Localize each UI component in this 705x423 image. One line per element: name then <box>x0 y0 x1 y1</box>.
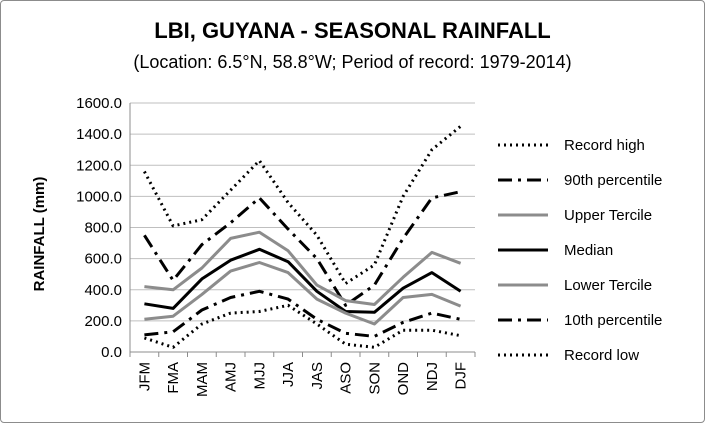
x-tick-label: NDJ <box>424 362 441 391</box>
legend-item-90th-percentile: 90th percentile <box>498 172 662 189</box>
y-tick-label: 400.0 <box>84 282 122 299</box>
y-axis-label: RAINFALL (mm) <box>31 177 48 292</box>
legend-item-upper-tercile: Upper Tercile <box>498 207 652 224</box>
x-tick-label: JFM <box>136 362 153 391</box>
legend-label: Upper Tercile <box>564 207 652 224</box>
series-line-record-high <box>143 125 462 285</box>
x-tick-label: JJA <box>280 362 297 387</box>
x-tick-label: SON <box>366 362 383 395</box>
chart-title: LBI, GUYANA - SEASONAL RAINFALL <box>154 18 551 43</box>
y-tick-label: 600.0 <box>84 251 122 268</box>
legend-label: Median <box>564 242 613 259</box>
x-tick-label: MAM <box>194 362 211 397</box>
legend-item-record-low: Record low <box>498 347 639 364</box>
axes: 0.0 200.0 400.0 600.0 800.0 1000.0 1200.0 1400.… <box>76 95 476 397</box>
x-tick-label: AMJ <box>223 362 240 392</box>
x-tick-label: ASO <box>338 362 355 394</box>
x-tick-label: DJF <box>453 362 470 390</box>
legend-label: Lower Tercile <box>564 277 652 294</box>
legend-label: Record low <box>564 347 639 364</box>
series-line-lower-tercile <box>144 261 462 326</box>
legend-label: Record high <box>564 137 645 154</box>
series-lines <box>143 125 462 349</box>
x-tick-label: OND <box>395 362 412 396</box>
gridlines <box>130 102 475 322</box>
y-tick-label: 200.0 <box>84 313 122 330</box>
series-line-10th-percentile <box>144 289 461 338</box>
series-line-record-low <box>143 303 461 349</box>
y-tick-label: 0.0 <box>101 344 122 361</box>
legend-item-median: Median <box>498 242 613 259</box>
y-tick-label: 1000.0 <box>76 188 122 205</box>
x-tick-label: MJJ <box>251 362 268 390</box>
x-tick-label: FMA <box>165 362 182 394</box>
series-line-90th-percentile <box>143 190 461 307</box>
series-line-upper-tercile <box>144 230 462 306</box>
x-tick-label: JAS <box>309 362 326 390</box>
legend-item-10th-percentile: 10th percentile <box>498 312 662 329</box>
legend: Record high 90th percentile Upper Tercile M… <box>498 137 662 364</box>
legend-label: 10th percentile <box>564 312 662 329</box>
y-tick-label: 1200.0 <box>76 157 122 174</box>
y-tick-label: 800.0 <box>84 220 122 237</box>
y-tick-label: 1600.0 <box>76 95 122 112</box>
legend-label: 90th percentile <box>564 172 662 189</box>
chart-subtitle: (Location: 6.5°N, 58.8°W; Period of reco… <box>133 52 572 72</box>
legend-item-record-high: Record high <box>498 137 645 154</box>
legend-item-lower-tercile: Lower Tercile <box>498 277 652 294</box>
y-tick-label: 1400.0 <box>76 126 122 143</box>
series-line-median <box>144 247 462 314</box>
